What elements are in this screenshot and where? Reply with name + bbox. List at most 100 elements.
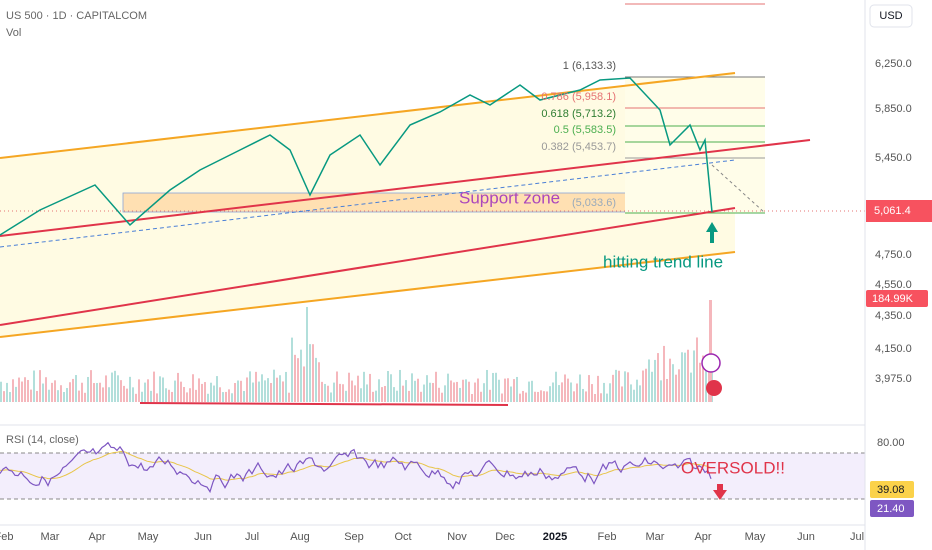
rsi-axis: 80.00	[877, 437, 905, 449]
volume-bar	[513, 379, 515, 402]
fib-label: 0.618 (5,713.2)	[541, 108, 616, 120]
volume-bar	[51, 382, 53, 402]
volume-bar	[600, 393, 602, 402]
volume-bar	[423, 384, 425, 402]
volume-bar	[690, 372, 692, 402]
volume-bar	[450, 380, 452, 402]
volume-bar	[204, 382, 206, 402]
volume-bar	[453, 382, 455, 402]
volume-bar	[159, 376, 161, 402]
volume-bar	[120, 380, 122, 402]
rsi-ma	[0, 450, 712, 481]
volume-bar	[93, 383, 95, 402]
volume-bar	[87, 376, 89, 402]
volume-bar	[534, 391, 536, 402]
last-price: 5,061.4	[874, 205, 911, 217]
volume-bar	[279, 375, 281, 402]
volume-bar	[180, 381, 182, 402]
price-label: 4,750.0	[875, 249, 912, 261]
time-label: Jun	[797, 531, 815, 543]
rsi-badge	[870, 500, 914, 517]
volume-bar	[393, 387, 395, 402]
volume-bar	[300, 349, 302, 402]
volume-bar	[354, 385, 356, 402]
volume-bar	[219, 387, 221, 402]
time-label: Feb	[598, 531, 617, 543]
volume-bar	[402, 385, 404, 402]
price-label: 3,975.0	[875, 373, 912, 385]
volume-bar	[321, 381, 323, 402]
volume-bar	[99, 382, 101, 402]
volume-bar	[291, 337, 293, 402]
volume-bar	[270, 382, 272, 402]
volume-bar	[72, 378, 74, 402]
volume-bar	[447, 373, 449, 402]
volume-bar	[654, 359, 656, 402]
volume-bar	[345, 390, 347, 402]
volume-bar	[105, 375, 107, 402]
volume-bar	[132, 387, 134, 402]
volume-bar	[411, 373, 413, 402]
volume-bar	[687, 349, 689, 402]
volume-bar	[60, 385, 62, 402]
volume-bar	[192, 374, 194, 402]
trend-label: hitting trend line	[603, 252, 723, 271]
volume-bar	[42, 383, 44, 402]
volume-bar	[675, 374, 677, 402]
volume-bar	[21, 381, 23, 402]
volume-bar	[12, 379, 14, 402]
volume-bar	[684, 352, 686, 402]
time-label: Dec	[495, 531, 515, 543]
volume-bar	[663, 345, 665, 402]
volume-bar	[357, 375, 359, 402]
last-badge	[866, 200, 932, 222]
volume-line	[139, 402, 509, 406]
volume-bar	[309, 344, 311, 402]
volume-bar	[609, 383, 611, 402]
volume-bar	[522, 390, 524, 402]
volume-bar	[102, 387, 104, 402]
volume-bar	[198, 378, 200, 402]
volume-bar	[90, 370, 92, 402]
volume-bar	[381, 387, 383, 402]
volume-bar	[264, 380, 266, 402]
volume-bar	[528, 381, 530, 402]
fib-label: 1 (6,133.3)	[563, 60, 616, 72]
volume-bar	[618, 370, 620, 402]
volume-bar	[531, 380, 533, 402]
volume-bar	[306, 307, 308, 402]
volume-bar	[627, 372, 629, 402]
volume-bar	[567, 378, 569, 402]
volume-bar	[537, 391, 539, 402]
volume-bar	[234, 383, 236, 402]
arrow-up	[706, 222, 718, 243]
volume-bar	[177, 372, 179, 402]
volume-bar	[240, 380, 242, 402]
volume-bar	[426, 375, 428, 402]
volume-bar	[705, 369, 707, 402]
volume-bar	[543, 391, 545, 402]
volume-bar	[81, 382, 83, 402]
volume-bar	[693, 350, 695, 402]
volume-bar	[573, 391, 575, 402]
time-label: May	[138, 531, 159, 543]
volume-bar	[171, 391, 173, 402]
volume-bar	[111, 372, 113, 402]
currency-button[interactable]	[869, 4, 913, 28]
volume-bar	[549, 386, 551, 402]
time-label: Nov	[447, 531, 467, 543]
volume-bar	[297, 358, 299, 402]
time-label: Oct	[394, 531, 411, 543]
volume-bar	[612, 374, 614, 402]
price-line	[0, 77, 713, 236]
volume-bar	[57, 390, 59, 402]
volume-bar	[468, 381, 470, 402]
volume-bar	[15, 386, 17, 402]
volume-bar	[432, 382, 434, 402]
volume-bar	[585, 391, 587, 402]
volume-bar	[489, 389, 491, 402]
dashed-trend	[0, 159, 736, 248]
volume-bar	[18, 377, 20, 402]
rsi-ma-badge	[870, 481, 914, 498]
volume-bar	[135, 393, 137, 402]
